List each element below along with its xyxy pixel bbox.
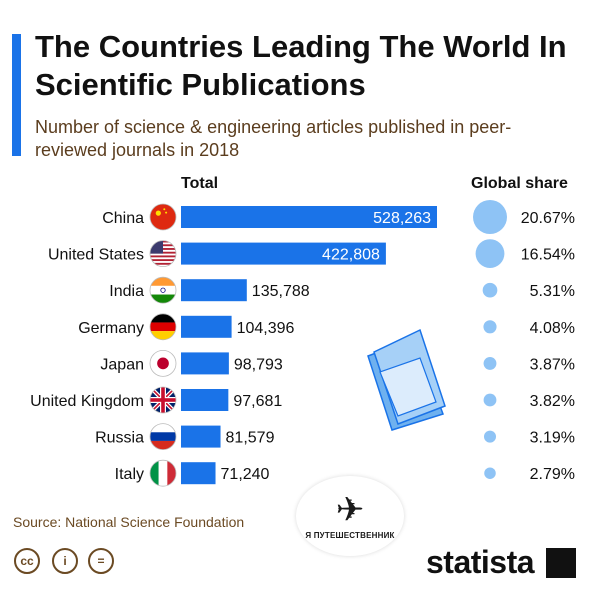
bar <box>181 462 216 485</box>
value-label: 71,240 <box>221 466 270 483</box>
share-label: 2.79% <box>530 466 575 483</box>
share-bubble <box>483 320 497 334</box>
japan-flag-icon-ring <box>149 349 177 377</box>
category-label: Italy <box>115 466 144 483</box>
share-label: 3.82% <box>530 393 575 410</box>
uk-flag-icon <box>149 386 177 414</box>
bar <box>181 206 437 228</box>
italy-flag-icon <box>149 459 177 487</box>
bar <box>181 389 229 411</box>
statista-logo: statista <box>426 544 535 580</box>
category-label: India <box>109 283 144 300</box>
share-bubble <box>483 430 497 443</box>
statista-mark-icon <box>546 548 576 578</box>
share-column-header: Global share <box>471 175 568 192</box>
badge-text: Я ПУТЕШЕСТВЕННИК <box>305 530 395 540</box>
china-flag-icon <box>149 203 177 231</box>
share-label: 5.31% <box>530 283 575 300</box>
page-title: The Countries Leading The World In Scien… <box>35 29 567 102</box>
value-label: 104,396 <box>237 320 295 337</box>
share-bubble <box>484 467 496 479</box>
russia-flag-icon <box>149 423 177 451</box>
total-column-header: Total <box>181 175 219 192</box>
bar <box>181 315 232 338</box>
badge-logo: ✈ Я ПУТЕШЕСТВЕННИК <box>296 476 404 556</box>
category-label: China <box>102 210 144 227</box>
value-label: 422,808 <box>322 247 380 264</box>
china-flag-icon-ring <box>149 203 177 231</box>
value-label: 135,788 <box>252 283 310 300</box>
value-label: 81,579 <box>226 430 275 447</box>
uk-flag-icon-ring <box>149 386 177 414</box>
japan-flag-icon <box>149 349 177 377</box>
bar <box>181 352 229 375</box>
accent-bar <box>12 34 21 156</box>
share-bubble <box>482 282 498 298</box>
value-label: 97,681 <box>233 393 282 410</box>
page-subtitle: Number of science & engineering articles… <box>35 117 512 160</box>
share-label: 16.54% <box>521 247 575 264</box>
bar <box>181 279 247 302</box>
share-label: 20.67% <box>521 210 575 227</box>
share-label: 4.08% <box>530 320 575 337</box>
bar <box>181 242 386 265</box>
category-label: Germany <box>78 320 144 337</box>
india-flag-icon <box>149 276 177 304</box>
category-label: United Kingdom <box>30 393 144 410</box>
share-bubble <box>483 356 497 370</box>
bar <box>181 425 221 448</box>
value-label: 98,793 <box>234 356 283 373</box>
germany-flag-icon-ring <box>149 313 177 341</box>
india-flag-icon-ring <box>149 276 177 304</box>
category-label: Japan <box>100 356 144 373</box>
share-bubble <box>475 239 505 269</box>
share-bubble <box>473 200 507 234</box>
share-label: 3.87% <box>530 356 575 373</box>
russia-flag-icon-ring <box>149 423 177 451</box>
share-label: 3.19% <box>530 430 575 447</box>
cc-icon: cc <box>14 548 40 574</box>
books-icon <box>367 328 446 431</box>
usa-flag-icon <box>149 240 177 268</box>
info-icon: i <box>52 548 78 574</box>
equals-icon: = <box>88 548 114 574</box>
germany-flag-icon <box>149 313 177 341</box>
category-label: United States <box>48 247 144 264</box>
airplane-icon: ✈ <box>335 490 365 529</box>
usa-flag-icon-ring <box>149 240 177 268</box>
share-bubble <box>483 393 497 407</box>
value-label: 528,263 <box>373 210 431 227</box>
category-label: Russia <box>95 430 144 447</box>
italy-flag-icon-ring <box>149 459 177 487</box>
source-note: Source: National Science Foundation <box>13 514 245 530</box>
